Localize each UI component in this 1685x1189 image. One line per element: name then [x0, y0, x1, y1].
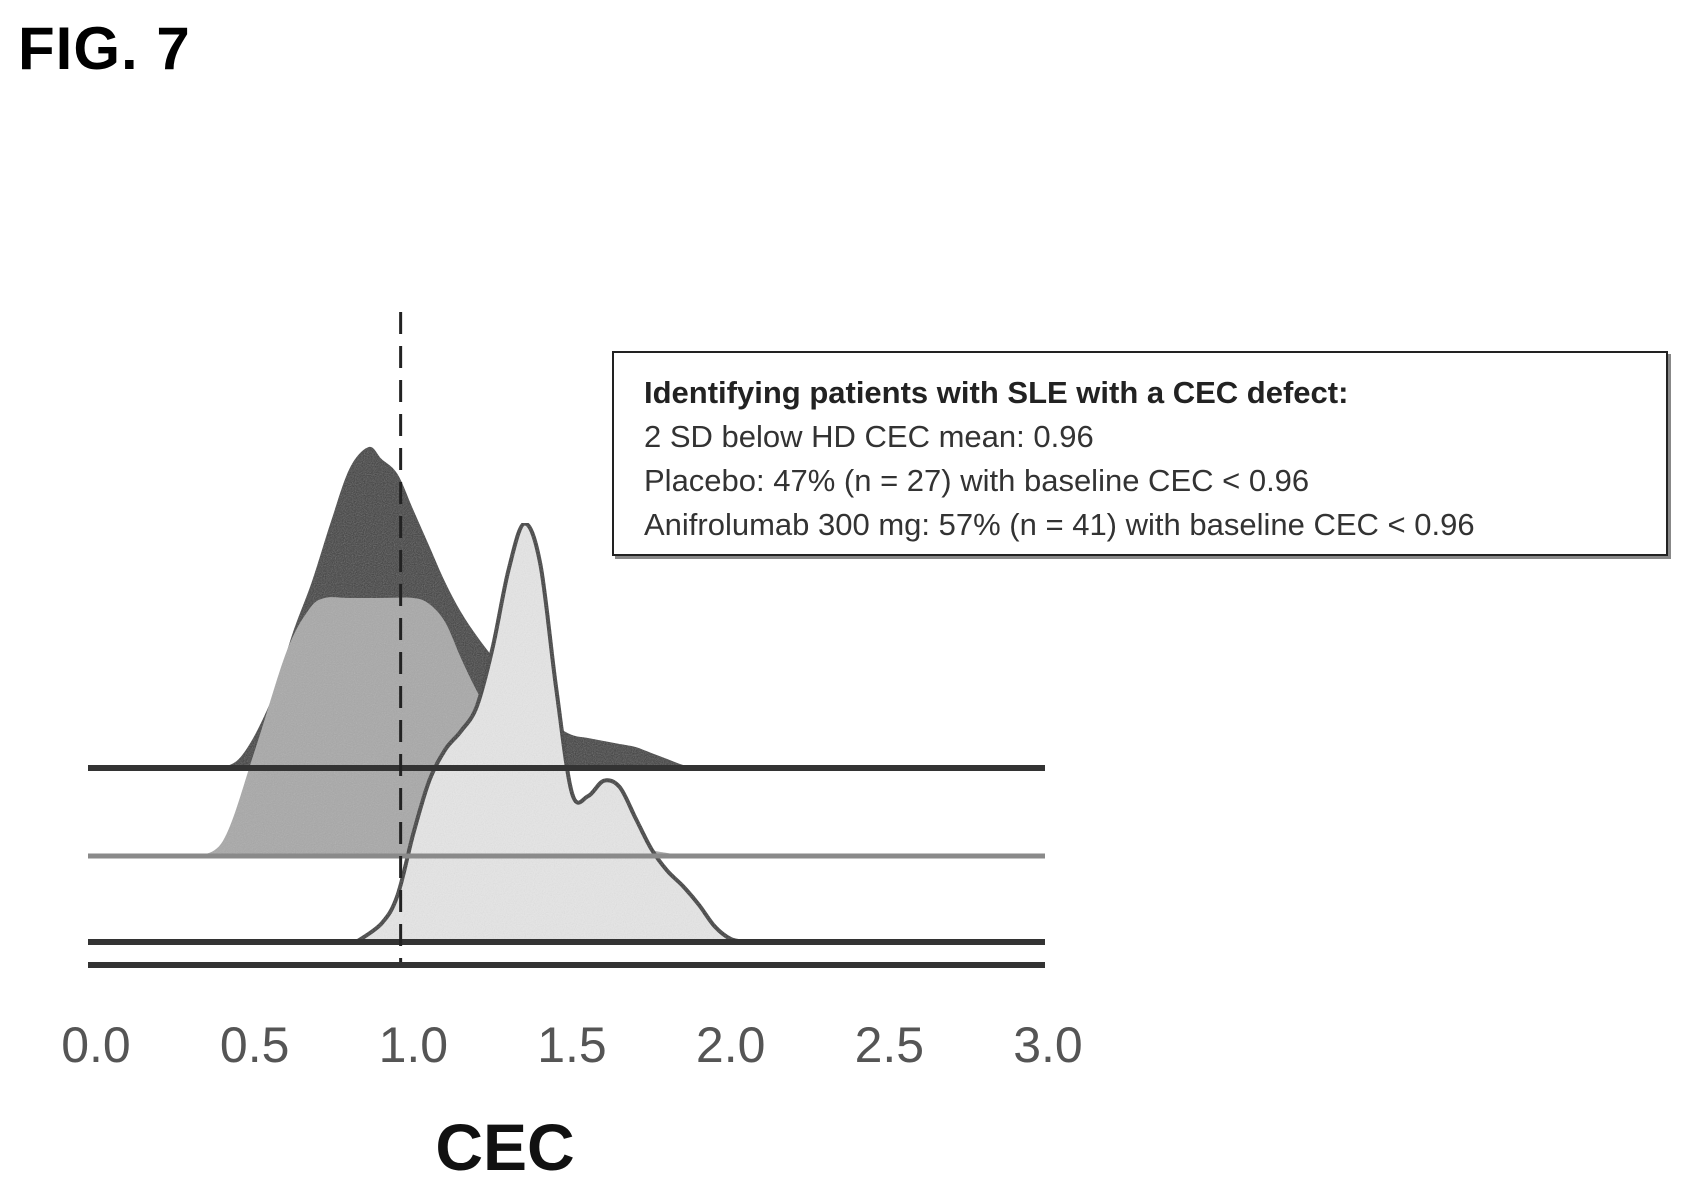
x-tick-label: 2.0 [696, 1017, 766, 1073]
annotation-line-placebo: Placebo: 47% (n = 27) with baseline CEC … [644, 463, 1310, 498]
x-tick-label: 3.0 [1013, 1017, 1083, 1073]
figure-label: FIG. 7 [18, 15, 191, 82]
ridges-group [191, 446, 747, 944]
x-tick-label: 0.5 [220, 1017, 290, 1073]
annotation-line-sd: 2 SD below HD CEC mean: 0.96 [644, 419, 1094, 454]
baselines-group [88, 765, 1045, 945]
annotation-line-anifrolumab: Anifrolumab 300 mg: 57% (n = 41) with ba… [644, 507, 1475, 542]
x-tick-labels: 0.0 0.5 1.0 1.5 2.0 2.5 3.0 [61, 1017, 1083, 1073]
x-tick-label: 1.5 [537, 1017, 607, 1073]
x-axis-title: CEC [435, 1110, 574, 1184]
ridge-light [350, 521, 747, 944]
x-tick-label: 1.0 [379, 1017, 449, 1073]
annotation-title: Identifying patients with SLE with a CEC… [644, 375, 1349, 410]
annotation-box: Identifying patients with SLE with a CEC… [612, 351, 1668, 556]
x-tick-label: 0.0 [61, 1017, 131, 1073]
x-tick-label: 2.5 [855, 1017, 925, 1073]
